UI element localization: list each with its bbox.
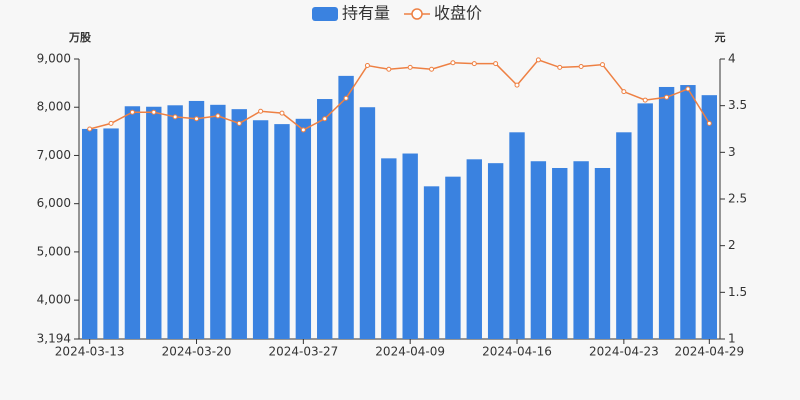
price-point	[386, 66, 392, 72]
legend-label: 收盘价	[434, 4, 482, 23]
price-point	[364, 63, 370, 69]
price-point	[493, 61, 499, 67]
price-point	[194, 116, 200, 122]
price-point	[621, 89, 627, 95]
price-point	[557, 64, 563, 70]
price-point	[450, 60, 456, 66]
price-point	[514, 82, 520, 88]
bar	[210, 104, 226, 340]
y2-tick-label: 4	[728, 52, 736, 66]
bar	[616, 132, 632, 339]
y2-tick-label: 1.5	[728, 285, 747, 299]
y-tick-label: 5,000	[37, 244, 71, 258]
price-point	[642, 97, 648, 103]
y-tick-label: 8,000	[37, 100, 71, 114]
price-point	[471, 61, 477, 67]
price-point	[108, 120, 114, 126]
bar	[487, 163, 504, 339]
price-point	[599, 62, 605, 68]
price-line	[89, 59, 710, 131]
y2-tick-label: 3	[728, 145, 736, 159]
price-point	[685, 86, 691, 92]
price-point	[87, 126, 93, 132]
y-tick-label: 4,000	[37, 293, 71, 307]
price-point	[343, 95, 349, 101]
legend-swatch	[312, 7, 338, 21]
price-point	[407, 64, 413, 70]
price-point	[300, 127, 306, 133]
bar	[359, 107, 376, 339]
bar	[466, 159, 482, 339]
price-point	[172, 114, 178, 120]
x-tick-label: 2024-03-13	[55, 345, 125, 359]
price-point	[215, 113, 221, 119]
y2-tick-label: 3.5	[728, 98, 747, 112]
bar	[295, 118, 312, 340]
bar	[81, 128, 98, 339]
bar	[124, 106, 141, 340]
bar	[658, 86, 675, 339]
bar	[509, 132, 525, 339]
bar	[231, 109, 247, 339]
bar	[402, 153, 418, 339]
y-axis-label: 万股	[68, 31, 92, 44]
bar	[317, 99, 333, 339]
bar	[338, 75, 354, 339]
bar	[530, 161, 547, 339]
y2-tick-label: 2	[728, 238, 736, 252]
price-point	[322, 116, 328, 122]
legend-label: 持有量	[342, 4, 390, 23]
bar	[103, 128, 119, 339]
bar	[594, 167, 611, 339]
price-point	[664, 94, 670, 100]
x-tick-label: 2024-03-27	[268, 345, 338, 359]
price-point	[129, 109, 135, 115]
x-tick-label: 2024-04-23	[589, 345, 659, 359]
price-point	[578, 63, 584, 69]
bar	[252, 120, 269, 340]
bar	[381, 158, 397, 339]
bar	[167, 105, 183, 339]
x-tick-label: 2024-04-09	[375, 345, 445, 359]
price-point	[236, 120, 242, 126]
bar	[445, 176, 461, 339]
bar	[680, 85, 696, 339]
price-point	[151, 109, 157, 115]
y-tick-label: 6,000	[37, 196, 71, 210]
bar	[274, 124, 290, 339]
y-tick-label: 3,194	[37, 332, 71, 346]
x-tick-label: 2024-03-20	[162, 345, 232, 359]
bar	[146, 106, 162, 339]
price-point	[258, 108, 264, 114]
price-point	[429, 66, 435, 72]
bar	[188, 100, 205, 339]
x-tick-label: 2024-04-16	[482, 345, 552, 359]
bar	[423, 186, 440, 339]
x-tick-label: 2024-04-29	[674, 345, 744, 359]
bar	[573, 161, 589, 339]
bar	[552, 167, 568, 339]
y-tick-label: 9,000	[37, 52, 71, 66]
y2-tick-label: 1	[728, 332, 736, 346]
y-tick-label: 7,000	[37, 148, 71, 162]
price-point	[706, 120, 712, 126]
legend-swatch	[411, 8, 423, 20]
price-point	[279, 110, 285, 116]
bar	[637, 103, 653, 340]
y2-tick-label: 2.5	[728, 192, 747, 206]
bar	[701, 95, 718, 339]
y2-axis-label: 元	[715, 31, 726, 44]
price-point	[535, 57, 541, 63]
